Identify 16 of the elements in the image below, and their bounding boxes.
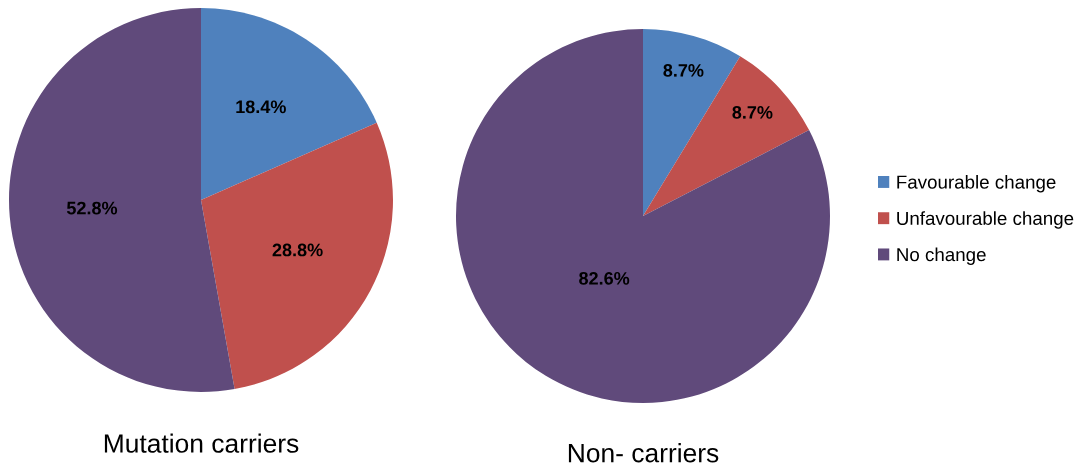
data-label: 8.7% xyxy=(732,106,773,119)
text: Non- carriers xyxy=(568,443,719,463)
text: Mutation carriers xyxy=(104,433,299,453)
pie-slice xyxy=(201,8,377,200)
pie-slice xyxy=(643,56,810,216)
data-label: 82.6% xyxy=(579,271,630,285)
legend-label: Unfavourable change xyxy=(897,211,1074,229)
pie-slice xyxy=(9,8,235,392)
legend-label: No change xyxy=(897,247,986,265)
data-label: 18.4% xyxy=(236,100,286,114)
pie-slice xyxy=(201,122,393,390)
legend-label: Favourable change xyxy=(897,174,1056,193)
data-label: 8.7% xyxy=(663,64,704,77)
pie-slice xyxy=(456,29,830,403)
data-label: 52.8% xyxy=(66,201,118,215)
data-label: 28.8% xyxy=(272,243,323,257)
